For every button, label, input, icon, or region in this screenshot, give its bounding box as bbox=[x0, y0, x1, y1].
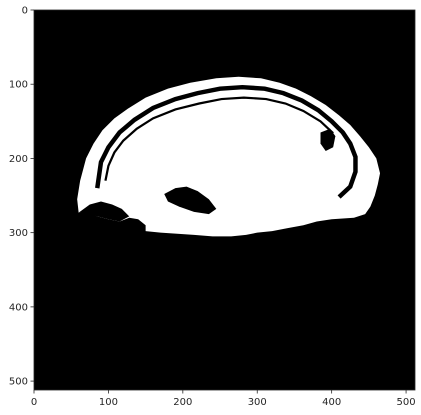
y-tick-label: 500 bbox=[9, 377, 28, 388]
y-axis: 0 100 200 300 400 500 bbox=[9, 6, 34, 388]
x-tick-label: 200 bbox=[173, 397, 192, 408]
inner-dark-band bbox=[95, 84, 358, 199]
y-tick-label: 200 bbox=[9, 154, 28, 165]
dark-region-temporal bbox=[320, 128, 336, 152]
y-tick-label: 300 bbox=[9, 228, 28, 239]
y-tick-label: 400 bbox=[9, 302, 28, 313]
x-tick-label: 400 bbox=[322, 397, 341, 408]
x-tick-label: 300 bbox=[248, 397, 267, 408]
inner-dark-band-2 bbox=[104, 96, 334, 181]
y-tick-label: 100 bbox=[9, 80, 28, 91]
x-tick-label: 100 bbox=[99, 397, 118, 408]
image-axes bbox=[33, 9, 416, 391]
head-mask bbox=[77, 76, 381, 237]
x-tick-label: 500 bbox=[397, 397, 416, 408]
x-axis: 0 100 200 300 400 500 bbox=[31, 390, 416, 408]
y-tick-label: 0 bbox=[22, 6, 28, 17]
dark-region-face bbox=[78, 201, 130, 222]
axes-frame bbox=[33, 9, 416, 391]
x-tick-label: 0 bbox=[31, 397, 37, 408]
dark-region-sinus bbox=[164, 186, 217, 215]
head-mask-outer bbox=[77, 76, 381, 237]
